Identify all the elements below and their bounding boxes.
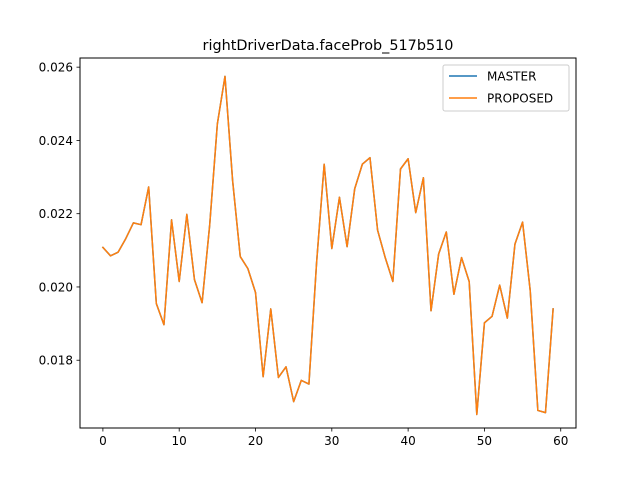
series-line-proposed bbox=[101, 75, 554, 416]
y-tick-label: 0.026 bbox=[39, 61, 73, 75]
y-axis: 0.018 0.020 0.022 0.024 0.026 bbox=[39, 61, 80, 368]
plot-area-frame bbox=[79, 57, 577, 429]
x-axis: 0 10 20 30 40 50 60 bbox=[99, 428, 568, 448]
y-tick-label: 0.020 bbox=[39, 280, 73, 294]
chart-title: rightDriverData.faceProb_517b510 bbox=[203, 38, 454, 54]
legend-label-proposed: PROPOSED bbox=[487, 92, 553, 106]
x-tick-label: 60 bbox=[553, 434, 568, 448]
y-tick-label: 0.018 bbox=[39, 354, 73, 368]
series-layer bbox=[101, 75, 554, 416]
x-tick-label: 30 bbox=[324, 434, 339, 448]
legend-label-master: MASTER bbox=[487, 70, 536, 84]
x-tick-label: 20 bbox=[248, 434, 263, 448]
y-tick-label: 0.024 bbox=[39, 134, 73, 148]
x-tick-label: 0 bbox=[99, 434, 107, 448]
legend: MASTER PROPOSED bbox=[442, 64, 570, 112]
x-tick-label: 10 bbox=[172, 434, 187, 448]
x-tick-label: 40 bbox=[400, 434, 415, 448]
y-tick-label: 0.022 bbox=[39, 207, 73, 221]
x-tick-label: 50 bbox=[477, 434, 492, 448]
